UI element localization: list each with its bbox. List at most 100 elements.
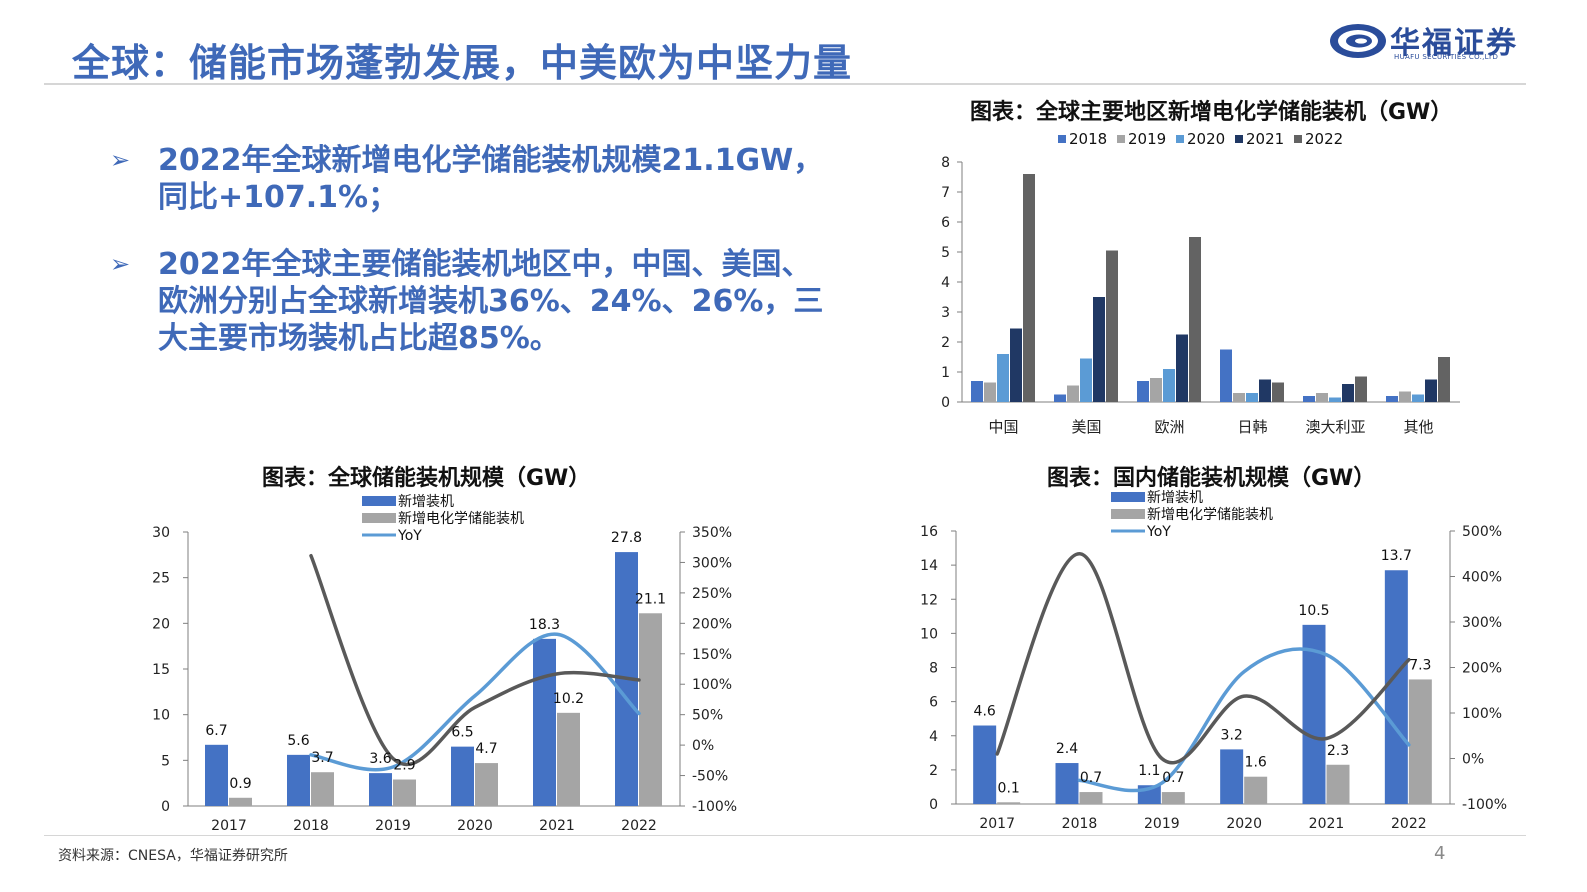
data-label: 3.7: [311, 750, 333, 766]
bar: [1220, 749, 1244, 804]
bar: [1176, 334, 1188, 402]
data-label: 3.2: [1221, 727, 1243, 743]
bar: [1067, 385, 1079, 402]
legend-label: 2019: [1128, 130, 1166, 148]
data-label: 3.6: [369, 751, 391, 767]
data-label: 6.5: [451, 725, 473, 741]
x-tick-label: 2020: [457, 818, 493, 834]
data-label: 0.7: [1162, 770, 1184, 786]
left-tick-label: 6: [929, 695, 938, 711]
bar: [1425, 379, 1437, 402]
huafu-logo: 华福证券 HUAFU SECURITIES CO.,LTD: [1328, 18, 1518, 68]
bar: [1161, 792, 1185, 804]
bar: [1080, 358, 1092, 402]
y-tick-label: 5: [941, 245, 950, 261]
title-divider: [44, 83, 1526, 85]
left-tick-label: 8: [929, 661, 938, 677]
legend-swatch: [1294, 135, 1302, 143]
bar: [1220, 349, 1232, 402]
bar: [1244, 776, 1268, 804]
bar: [1326, 764, 1350, 804]
bullet-item: ➢ 2022年全球主要储能装机地区中，中国、美国、欧洲分别占全球新增装机36%、…: [110, 246, 830, 357]
yoy-line: [309, 553, 641, 767]
data-label: 7.3: [1409, 657, 1431, 673]
bar: [1093, 297, 1105, 402]
global-chart-title: 图表：全球储能装机规模（GW）: [262, 466, 591, 491]
x-tick-label: 2018: [293, 818, 329, 834]
bar: [1054, 394, 1066, 402]
legend-label: 新增电化学储能装机: [398, 511, 524, 527]
left-tick-label: 0: [929, 797, 938, 813]
right-tick-label: 50%: [692, 708, 723, 724]
bar: [1137, 381, 1149, 402]
y-tick-label: 3: [941, 305, 950, 321]
x-tick-label: 2017: [979, 816, 1015, 832]
x-tick-label: 欧洲: [1154, 418, 1184, 436]
bar: [533, 638, 556, 806]
right-tick-label: 200%: [692, 616, 732, 632]
left-tick-label: 15: [152, 662, 170, 678]
data-label: 27.8: [611, 530, 642, 546]
data-label: 5.6: [287, 733, 309, 749]
left-tick-label: 12: [920, 592, 938, 608]
right-tick-label: 300%: [1462, 615, 1502, 631]
right-tick-label: 100%: [692, 677, 732, 693]
right-tick-label: -100%: [1462, 797, 1507, 813]
y-tick-label: 0: [941, 395, 950, 411]
y-tick-label: 2: [941, 335, 950, 351]
x-tick-label: 中国: [988, 418, 1018, 436]
bar: [1233, 393, 1245, 402]
x-tick-label: 澳大利亚: [1305, 418, 1365, 436]
y-tick-label: 8: [941, 155, 950, 171]
data-label: 13.7: [1381, 548, 1412, 564]
bar: [1055, 763, 1079, 804]
x-tick-label: 日韩: [1237, 418, 1267, 436]
legend-label: YoY: [397, 528, 422, 544]
regional-chart-title: 图表：全球主要地区新增电化学储能装机（GW）: [970, 100, 1453, 125]
legend-swatch: [1176, 135, 1184, 143]
bar: [997, 354, 1009, 402]
x-tick-label: 2021: [539, 818, 575, 834]
bar: [1329, 397, 1341, 402]
bar: [1438, 357, 1450, 402]
right-tick-label: 0%: [1462, 752, 1484, 768]
bar: [451, 746, 474, 806]
page-number: 4: [1434, 843, 1446, 864]
bar: [369, 773, 392, 806]
left-tick-label: 25: [152, 571, 170, 587]
data-label: 0.9: [229, 776, 251, 792]
right-tick-label: 350%: [692, 525, 732, 541]
x-tick-label: 2017: [211, 818, 247, 834]
data-label: 0.1: [998, 780, 1020, 796]
bar: [311, 772, 334, 806]
yoy-line: [309, 632, 641, 772]
bar: [205, 744, 228, 806]
bar: [1259, 379, 1271, 402]
y-tick-label: 6: [941, 215, 950, 231]
bar: [1246, 393, 1258, 402]
domestic-chart-title: 图表：国内储能装机规模（GW）: [1047, 466, 1376, 491]
bullet-text: 2022年全球新增电化学储能装机规模21.1GW，同比+107.1%；: [158, 143, 824, 215]
bar: [1412, 394, 1424, 402]
left-tick-label: 14: [920, 558, 938, 574]
left-tick-label: 30: [152, 525, 170, 541]
legend-swatch: [1111, 509, 1145, 519]
arrow-bullet-icon: ➢: [110, 146, 131, 174]
legend-swatch: [362, 496, 396, 506]
left-tick-label: 10: [920, 626, 938, 642]
data-label: 2.4: [1056, 741, 1078, 757]
legend-swatch: [1117, 135, 1125, 143]
data-label: 0.7: [1080, 770, 1102, 786]
bar: [1355, 376, 1367, 402]
bullet-list: ➢ 2022年全球新增电化学储能装机规模21.1GW，同比+107.1%； ➢ …: [110, 142, 830, 387]
x-tick-label: 美国: [1071, 418, 1101, 436]
footer-divider: [44, 835, 1526, 836]
right-tick-label: 500%: [1462, 524, 1502, 540]
bar: [1399, 391, 1411, 402]
x-tick-label: 其他: [1403, 418, 1433, 436]
bar: [1023, 174, 1035, 402]
logo-name: 华福证券: [1390, 26, 1518, 61]
legend-label: 新增装机: [1147, 490, 1203, 506]
data-label: 18.3: [529, 617, 560, 633]
right-tick-label: 400%: [1462, 570, 1502, 586]
